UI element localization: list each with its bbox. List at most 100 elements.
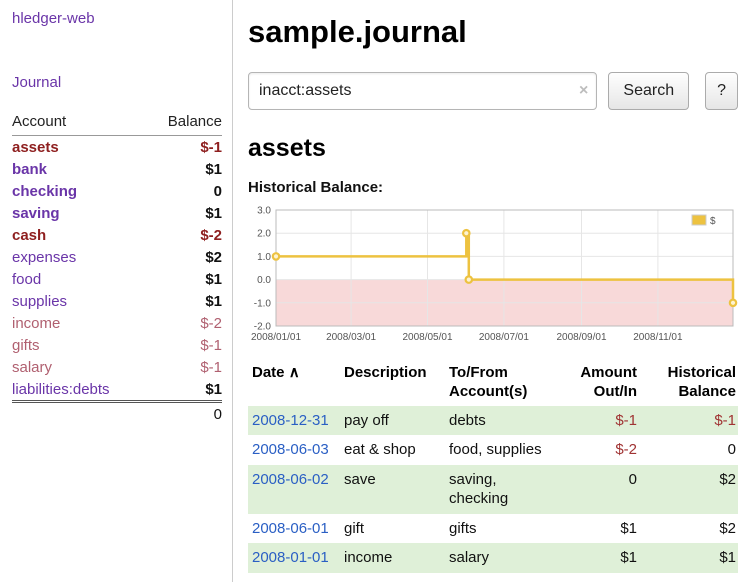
account-link[interactable]: checking [12,182,78,200]
account-row: cash $-2 [12,224,222,246]
account-row: bank $1 [12,158,222,180]
transaction-amount: $-2 [615,441,637,458]
account-link[interactable]: saving [12,204,60,222]
accounts-total-row: 0 [12,400,222,426]
transaction-amount: $1 [620,549,637,566]
svg-text:2008/03/01: 2008/03/01 [326,332,376,343]
account-balance: $-1 [200,336,222,354]
accounts-header-row: Account Balance [12,111,222,136]
account-row: supplies $1 [12,290,222,312]
transaction-description: income [344,549,393,566]
search-button[interactable]: Search [608,72,690,110]
account-balance: $1 [205,204,222,222]
transactions-table: Date ∧ Description To/From Account(s) Am… [248,362,738,573]
description-column-header: Description [344,364,427,381]
transaction-balance: $-1 [714,411,736,429]
transaction-accounts: food, supplies [449,441,542,458]
transaction-accounts: gifts [449,519,477,537]
account-balance: $-2 [200,314,222,332]
account-row: liabilities:debts $1 [12,378,222,402]
transaction-date-link[interactable]: 2008-06-02 [252,470,329,488]
transaction-amount: $1 [620,519,637,537]
account-row: assets $-1 [12,136,222,159]
account-row: income $-2 [12,312,222,334]
transactions-header-row: Date ∧ Description To/From Account(s) Am… [248,362,738,406]
transaction-accounts: debts [449,411,486,429]
transaction-accounts: saving, checking [449,470,509,508]
date-header-label: Date [252,364,285,381]
search-box: × [248,72,598,110]
transaction-row: 2008-01-01 income salary $1 $1 [248,543,738,573]
tofrom-column-header: To/From Account(s) [449,364,528,400]
account-link[interactable]: gifts [12,336,40,354]
account-balance: $2 [205,248,222,266]
historical-balance-label: Historical Balance: [248,179,384,196]
account-link[interactable]: expenses [12,248,77,266]
transaction-description: save [344,470,376,488]
total-balance: 0 [146,400,222,426]
clear-search-icon[interactable]: × [579,82,589,99]
svg-text:-2.0: -2.0 [254,322,272,333]
sidebar: hledger-web Journal Account Balance asse… [0,0,233,582]
svg-text:2008/11/01: 2008/11/01 [633,332,683,343]
legend-swatch [691,214,707,226]
transaction-description: gift [344,519,365,537]
transaction-date-link[interactable]: 2008-01-01 [252,549,329,566]
account-balance: 0 [213,182,222,200]
account-balance: $-1 [200,138,222,156]
account-link[interactable]: assets [12,138,59,156]
transaction-balance: $1 [719,549,736,566]
transaction-date-link[interactable]: 2008-06-03 [252,441,329,458]
transaction-amount: 0 [628,470,637,488]
data-point-marker [728,298,738,308]
svg-text:1.0: 1.0 [257,252,271,263]
transaction-balance: 0 [727,441,736,458]
svg-text:2.0: 2.0 [257,229,271,240]
transaction-accounts: salary [449,549,490,566]
transaction-row: 2008-12-31 pay off debts $-1 $-1 [248,405,738,435]
account-row: checking 0 [12,180,222,202]
transaction-date-link[interactable]: 2008-06-01 [252,519,329,537]
account-link[interactable]: food [12,270,42,288]
account-balance: $1 [205,270,222,288]
account-link[interactable]: supplies [12,292,68,310]
account-link[interactable]: cash [12,226,47,244]
account-link[interactable]: income [12,314,61,332]
search-input[interactable] [248,72,598,110]
svg-text:0.0: 0.0 [257,275,271,286]
legend-label: $ [710,216,716,227]
account-balance: $1 [205,380,222,398]
account-balance: $-1 [200,358,222,376]
account-link[interactable]: bank [12,160,48,178]
data-point-marker [464,275,474,284]
sort-ascending-icon: ∧ [288,364,300,381]
search-form: × Search ? [248,72,738,110]
transaction-balance: $2 [719,470,736,488]
page-title: sample.journal [248,14,467,49]
account-link[interactable]: salary [12,358,53,376]
svg-text:2008/09/01: 2008/09/01 [556,332,606,343]
account-column-header: Account [12,111,147,136]
data-point-marker [271,252,281,261]
transaction-description: pay off [344,411,389,429]
account-row: salary $-1 [12,356,222,378]
account-link[interactable]: liabilities:debts [12,380,110,398]
transaction-row: 2008-06-01 gift gifts $1 $2 [248,514,738,544]
transaction-description: eat & shop [344,441,416,458]
help-button[interactable]: ? [705,72,738,110]
transaction-date-link[interactable]: 2008-12-31 [252,411,329,429]
section-title: assets [248,134,326,162]
data-point-marker [462,228,471,238]
account-balance: $1 [205,292,222,310]
accounts-table: Account Balance assets $-1 bank $1 checking 0… [12,111,222,426]
account-row: saving $1 [12,202,222,224]
transaction-row: 2008-06-03 eat & shop food, supplies $-2 0 [248,435,738,465]
total-spacer [12,400,147,426]
balance-chart: 3.0 2.0 1.0 0.0 -1.0 -2.0 2008/01/01 2008/03/01… [248,204,738,346]
date-column-header[interactable]: Date ∧ [248,362,344,406]
account-balance: $-2 [200,226,222,244]
nav-journal-link[interactable]: Journal [12,74,62,91]
app-title-link[interactable]: hledger-web [12,10,95,27]
account-row: gifts $-1 [12,334,222,356]
